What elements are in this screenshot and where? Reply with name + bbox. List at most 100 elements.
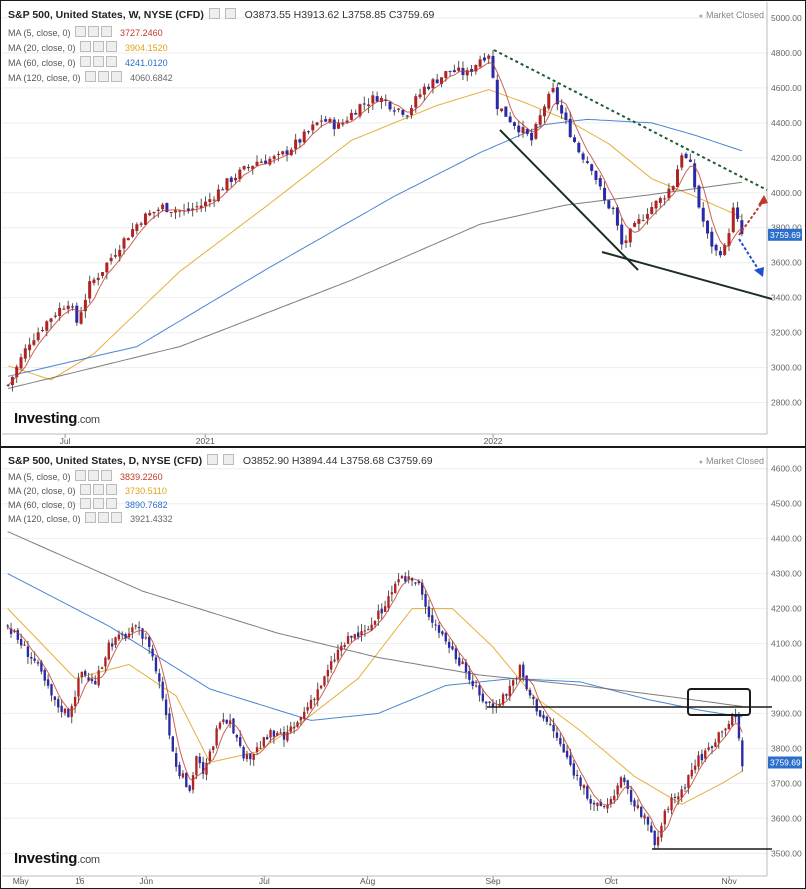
candle-body bbox=[636, 805, 640, 808]
settings-icon[interactable] bbox=[207, 454, 219, 465]
candle-body bbox=[397, 579, 400, 583]
candle-body bbox=[656, 836, 660, 846]
candle-body bbox=[306, 706, 309, 711]
candle-body bbox=[405, 115, 409, 117]
candle-body bbox=[316, 689, 319, 701]
candle-body bbox=[724, 728, 727, 731]
candle-body bbox=[701, 207, 705, 222]
candle-body bbox=[379, 97, 383, 103]
candle-body bbox=[613, 795, 616, 801]
price-tick-label: 3500.00 bbox=[771, 848, 802, 858]
candle-body bbox=[141, 628, 144, 639]
candle-body bbox=[259, 161, 263, 163]
daily-ma-20[interactable]: MA (20, close, 0) 3730.5110 bbox=[8, 484, 167, 496]
price-tick-label: 3400.00 bbox=[771, 293, 802, 303]
candle-body bbox=[36, 332, 40, 341]
candle-body bbox=[174, 753, 178, 767]
candle-body bbox=[337, 123, 341, 129]
highlight-rectangle bbox=[687, 688, 751, 716]
candle-body bbox=[440, 77, 444, 85]
candle-body bbox=[397, 108, 401, 110]
candle-body bbox=[333, 659, 336, 662]
lower-support-line bbox=[601, 251, 773, 300]
candle-body bbox=[590, 164, 594, 171]
price-tick-label: 2800.00 bbox=[771, 398, 802, 408]
candle-body bbox=[528, 690, 532, 696]
candle-body bbox=[542, 106, 546, 117]
weekly-ma-5[interactable]: MA (5, close, 0) 3727.2460 bbox=[8, 26, 163, 38]
candle-body bbox=[532, 696, 535, 699]
candle-body bbox=[122, 238, 126, 249]
candle-body bbox=[383, 606, 387, 613]
candle-body bbox=[201, 762, 205, 774]
candle-body bbox=[667, 188, 671, 199]
candle-body bbox=[474, 685, 478, 687]
candle-body bbox=[517, 125, 521, 133]
candle-body bbox=[666, 808, 670, 810]
candle-body bbox=[559, 737, 562, 745]
candle-body bbox=[585, 161, 589, 163]
candle-body bbox=[188, 785, 191, 791]
candle-body bbox=[77, 678, 80, 697]
candle-body bbox=[501, 694, 505, 705]
candle-body bbox=[221, 189, 225, 191]
candle-body bbox=[700, 754, 704, 761]
price-tick-label: 3600.00 bbox=[771, 813, 802, 823]
candle-body bbox=[186, 208, 190, 211]
descending-support-line bbox=[499, 129, 639, 271]
candle-body bbox=[452, 70, 456, 73]
candle-body bbox=[677, 796, 680, 800]
weekly-ma-120[interactable]: MA (120, close, 0) 4060.6842 bbox=[8, 71, 173, 83]
candle-body bbox=[32, 340, 36, 345]
daily-chart-pane[interactable]: 3500.00 3600.00 3700.00 3800.00 3900.00 4000.… bbox=[2, 448, 804, 887]
candle-body bbox=[488, 701, 491, 703]
candle-body bbox=[482, 57, 486, 61]
weekly-chart-pane[interactable]: 2800.00 3000.00 3200.00 3400.00 3600.00 3800.… bbox=[2, 2, 804, 446]
candle-body bbox=[191, 208, 195, 210]
close-icon[interactable] bbox=[222, 454, 234, 465]
descending-resistance-line bbox=[493, 49, 768, 191]
close-icon[interactable] bbox=[224, 8, 236, 19]
candle-body bbox=[387, 596, 390, 608]
candle-body bbox=[362, 103, 366, 105]
candle-body bbox=[620, 224, 624, 245]
candle-body bbox=[458, 657, 461, 666]
weekly-ma-60[interactable]: MA (60, close, 0) 4241.0120 bbox=[8, 56, 168, 68]
candle-body bbox=[126, 238, 130, 241]
candle-body bbox=[650, 207, 654, 214]
daily-ma-60[interactable]: MA (60, close, 0) 3890.7682 bbox=[8, 498, 168, 510]
settings-icon[interactable] bbox=[208, 8, 220, 19]
candle-body bbox=[671, 186, 675, 191]
candle-body bbox=[234, 177, 238, 181]
daily-ma-5[interactable]: MA (5, close, 0) 3839.2260 bbox=[8, 470, 163, 482]
candle-body bbox=[572, 763, 576, 776]
candle-body bbox=[49, 318, 53, 322]
candle-body bbox=[441, 631, 444, 635]
candle-body bbox=[117, 634, 121, 640]
candle-body bbox=[135, 224, 139, 231]
candle-body bbox=[680, 155, 684, 168]
candle-body bbox=[87, 677, 90, 681]
weekly-ma-20[interactable]: MA (20, close, 0) 3904.1520 bbox=[8, 41, 168, 53]
candle-body bbox=[437, 625, 441, 633]
candle-body bbox=[46, 679, 50, 686]
candle-body bbox=[195, 756, 198, 776]
candle-body bbox=[727, 233, 731, 246]
candle-body bbox=[289, 149, 293, 156]
bullish-arrow-line bbox=[738, 199, 765, 236]
candle-body bbox=[279, 732, 282, 734]
bullish-arrow-head bbox=[758, 195, 768, 205]
candle-body bbox=[407, 576, 410, 580]
price-tick-label: 4600.00 bbox=[771, 464, 802, 474]
candle-body bbox=[451, 646, 454, 650]
candle-body bbox=[216, 189, 220, 202]
candle-body bbox=[185, 772, 188, 788]
candle-body bbox=[6, 384, 10, 386]
candle-body bbox=[326, 669, 330, 677]
candle-body bbox=[367, 104, 371, 106]
price-tick-label: 4800.00 bbox=[771, 48, 802, 58]
candle-body bbox=[239, 737, 242, 747]
daily-ma-120[interactable]: MA (120, close, 0) 3921.4332 bbox=[8, 512, 173, 524]
candle-body bbox=[306, 131, 310, 133]
candle-body bbox=[551, 88, 555, 92]
